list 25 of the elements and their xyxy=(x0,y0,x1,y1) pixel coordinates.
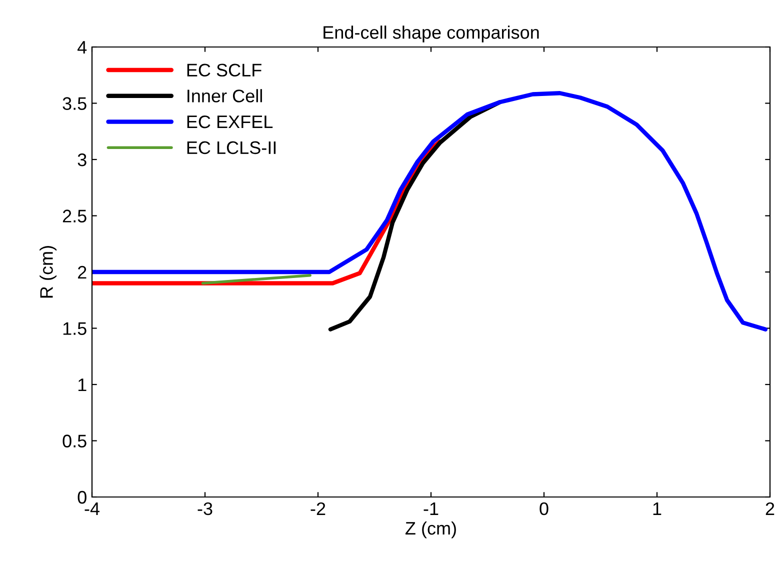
y-tick-label: 2.5 xyxy=(62,210,86,222)
line-series xyxy=(92,139,442,286)
x-tick-label: 0 xyxy=(540,502,548,516)
x-axis-title: Z (cm) xyxy=(406,521,456,538)
y-tick-label: 0.5 xyxy=(62,434,86,448)
x-tick-label: 2 xyxy=(766,502,774,515)
y-tick-label: 3 xyxy=(78,153,86,166)
y-axis-title: R (cm) xyxy=(40,246,56,298)
x-tick-label: 1 xyxy=(653,502,662,515)
y-tick-label: 1.5 xyxy=(63,322,86,335)
chart-title: End-cell shape comparison xyxy=(324,26,539,42)
legend-label: EC LCLS-II xyxy=(187,141,276,154)
y-tick-label: 2 xyxy=(78,266,86,279)
y-tick-label: 1 xyxy=(78,378,86,392)
x-tick-label: -2 xyxy=(310,502,326,515)
legend-label: Inner Cell xyxy=(188,89,262,102)
y-tick-label: 3.5 xyxy=(62,97,86,110)
line-series xyxy=(92,91,768,332)
y-tick-label: 0 xyxy=(78,490,86,504)
legend-label: EC SCLF xyxy=(187,64,262,77)
y-tick-label: 4 xyxy=(78,41,87,54)
x-tick-label: -1 xyxy=(424,502,438,515)
legend-label: EC EXFEL xyxy=(187,115,273,128)
x-tick-label: -4 xyxy=(84,502,100,515)
x-tick-label: -3 xyxy=(198,502,212,516)
